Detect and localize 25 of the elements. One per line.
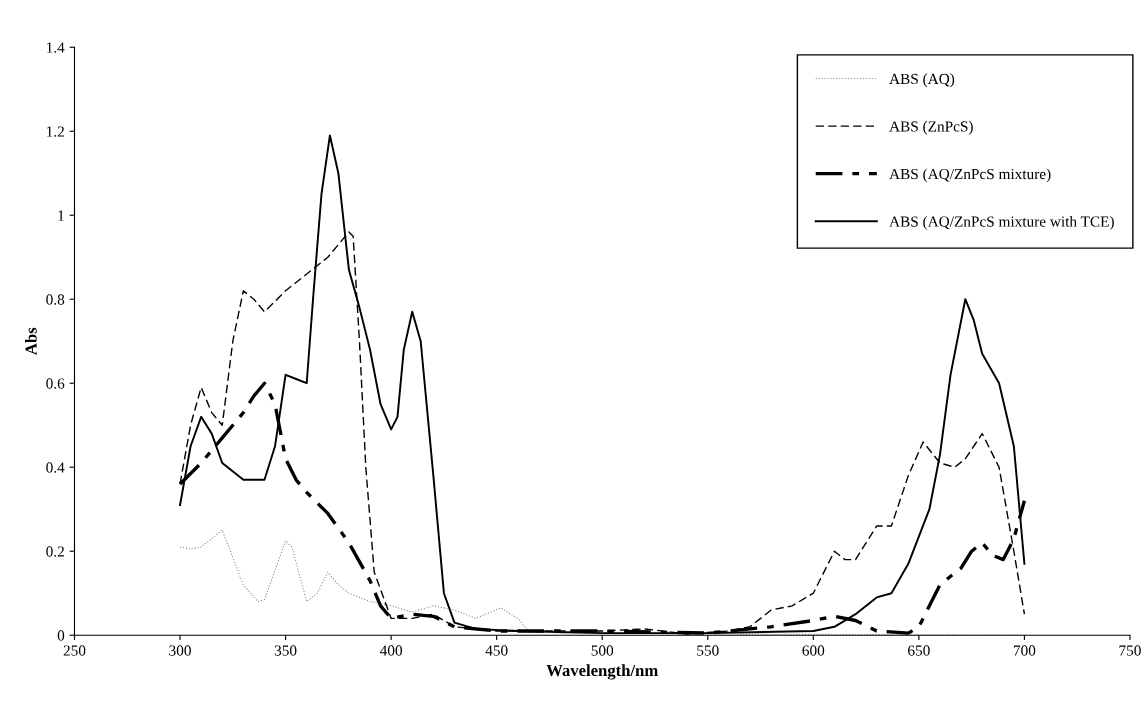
y-tick-label: 1.4 <box>47 42 65 53</box>
x-tick-label: 650 <box>908 645 930 656</box>
x-tick-label: 450 <box>485 645 508 656</box>
x-tick-label: 700 <box>1013 645 1036 656</box>
legend-label: ABS (AQ/ZnPcS mixture with TCE) <box>889 215 1114 230</box>
x-tick-label: 500 <box>591 645 614 656</box>
x-tick-label: 300 <box>169 645 191 656</box>
legend-label: ABS (AQ/ZnPcS mixture) <box>889 168 1051 183</box>
y-tick-label: 0.2 <box>46 546 64 557</box>
y-tick-label: 0.4 <box>46 462 65 473</box>
legend-label: ABS (AQ) <box>889 73 955 88</box>
y-tick-label: 0.6 <box>46 378 65 389</box>
y-tick-label: 0 <box>57 630 65 641</box>
y-axis-title: Abs <box>25 327 37 355</box>
x-tick-label: 400 <box>379 645 403 656</box>
x-axis-title: Wavelength/nm <box>546 664 658 680</box>
y-tick-label: 1.2 <box>47 126 64 137</box>
x-tick-label: 600 <box>802 645 825 656</box>
legend-label: ABS (ZnPcS) <box>889 120 973 135</box>
y-tick-label: 1 <box>58 210 64 221</box>
x-tick-label: 550 <box>697 645 719 656</box>
x-tick-label: 350 <box>274 645 297 656</box>
x-tick-label: 750 <box>1119 645 1141 656</box>
y-tick-label: 0.8 <box>46 294 65 305</box>
x-tick-label: 250 <box>63 645 86 656</box>
